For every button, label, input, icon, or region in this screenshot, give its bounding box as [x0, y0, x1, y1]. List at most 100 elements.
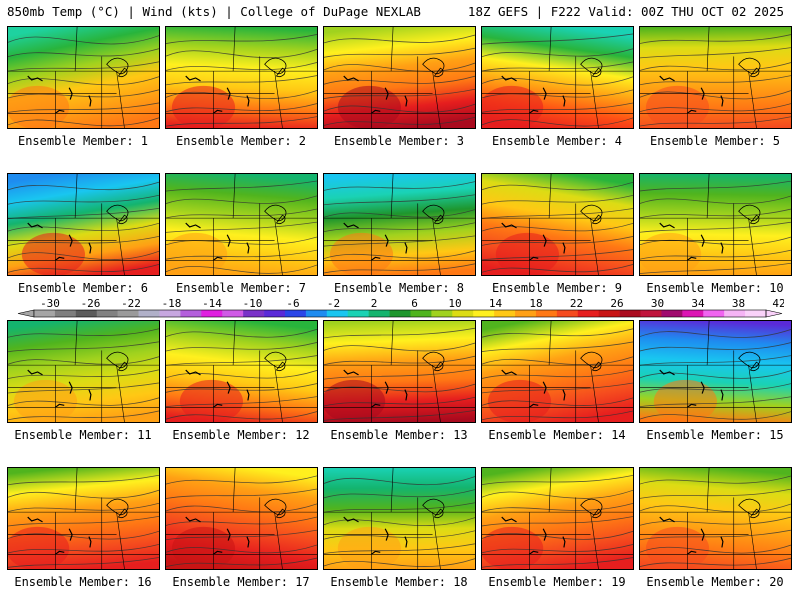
wind-streamline	[482, 410, 633, 421]
wind-streamline	[482, 194, 633, 205]
state-border	[116, 365, 125, 422]
wind-streamline	[640, 75, 791, 86]
colorbar-swatch	[494, 310, 516, 317]
member-number: 18	[453, 575, 468, 589]
temperature-map	[324, 27, 475, 128]
warm-core	[179, 379, 243, 422]
wind-streamline	[324, 250, 475, 260]
wind-streamline	[482, 474, 633, 486]
wind-streamline	[166, 33, 317, 45]
great-lakes-outline	[738, 498, 761, 519]
state-border	[274, 71, 283, 128]
state-border	[748, 71, 757, 128]
state-border	[274, 365, 283, 422]
wind-streamline	[324, 235, 475, 247]
state-border	[274, 218, 283, 275]
ensemble-member-map-15	[639, 320, 792, 423]
warm-core	[653, 379, 717, 422]
colorbar-swatch	[347, 310, 369, 317]
model-valid-time: 18Z GEFS | F222 Valid: 00Z THU OCT 02 20…	[467, 4, 784, 19]
ensemble-member-map-13	[323, 320, 476, 423]
wind-streamline	[324, 194, 475, 206]
state-border	[590, 365, 599, 422]
wind-streamline	[640, 411, 791, 420]
warm-core	[645, 85, 710, 128]
member-label-prefix: Ensemble Member:	[333, 281, 450, 295]
ensemble-member-label: Ensemble Member: 13	[320, 428, 478, 442]
colorbar-swatch	[368, 310, 390, 317]
wind-streamline	[324, 517, 475, 527]
wind-streamline	[166, 195, 317, 205]
colorbar-tick-label: 6	[411, 298, 418, 310]
wind-streamline	[640, 34, 791, 44]
great-lakes-outline	[580, 204, 603, 225]
wind-streamline	[640, 488, 791, 499]
river-outline	[501, 516, 566, 555]
wind-streamline	[166, 249, 317, 260]
colorbar-tick-label: 38	[732, 298, 745, 310]
wind-streamline	[482, 222, 633, 232]
state-border	[116, 71, 125, 128]
wind-streamline	[8, 76, 159, 86]
ensemble-member-label: Ensemble Member: 2	[162, 134, 320, 148]
wind-streamline	[640, 236, 791, 246]
wind-streamline	[482, 48, 633, 58]
state-border	[748, 512, 757, 569]
wind-streamline	[8, 341, 159, 353]
state-border	[232, 468, 236, 513]
wind-streamline	[324, 396, 475, 407]
state-border	[74, 468, 78, 513]
ensemble-member-map-18	[323, 467, 476, 570]
colorbar-swatch	[389, 310, 411, 317]
colorbar-swatch	[535, 310, 558, 317]
member-number: 9	[614, 281, 623, 295]
wind-streamline	[482, 397, 633, 406]
great-lakes-outline	[422, 57, 445, 78]
warm-core	[8, 85, 70, 128]
great-lakes-outline	[422, 498, 445, 519]
wind-streamline	[324, 543, 475, 554]
wind-streamline	[166, 180, 317, 192]
member-label-prefix: Ensemble Member:	[17, 281, 134, 295]
wind-streamline	[482, 263, 633, 273]
wind-streamline	[166, 475, 317, 485]
wind-streamline	[8, 222, 159, 232]
state-border	[590, 71, 599, 128]
temperature-map	[482, 174, 633, 275]
wind-streamline	[8, 194, 159, 205]
colorbar-swatch	[284, 310, 307, 317]
wind-streamline	[8, 369, 159, 380]
river-outline	[659, 516, 724, 555]
wind-streamline	[482, 530, 633, 540]
colorbar-tick-label: -22	[121, 298, 141, 310]
member-number: 4	[614, 134, 623, 148]
colorbar-swatch	[473, 310, 495, 317]
great-lakes-outline	[264, 57, 287, 78]
river-outline	[659, 369, 724, 408]
ensemble-member-label: Ensemble Member: 11	[4, 428, 162, 442]
colorbar-swatch	[515, 310, 537, 317]
ensemble-member-map-6	[7, 173, 160, 276]
river-outline	[501, 369, 566, 408]
wind-streamline	[8, 48, 159, 58]
colorbar-swatch	[264, 310, 286, 317]
temperature-map	[324, 174, 475, 275]
wind-streamline	[8, 235, 159, 246]
temperature-map	[324, 468, 475, 569]
wind-streamline	[8, 89, 159, 99]
wind-streamline	[640, 342, 791, 352]
wind-streamline	[482, 235, 633, 246]
wind-streamline	[324, 383, 475, 393]
state-border	[548, 468, 552, 513]
great-lakes-outline	[264, 351, 287, 372]
temperature-map	[166, 174, 317, 275]
member-label-prefix: Ensemble Member:	[491, 281, 608, 295]
wind-streamline	[8, 328, 159, 338]
river-outline	[27, 516, 92, 555]
wind-streamline	[8, 474, 159, 486]
colorbar-min-arrow	[17, 309, 35, 318]
temperature-map	[640, 468, 791, 569]
wind-streamline	[324, 409, 475, 421]
temperature-colorbar: -30 -26 -22 -18 -14 -10 -6 -2 2 6 10 14 18 22 26 30 34 38…	[16, 298, 784, 320]
member-label-prefix: Ensemble Member:	[14, 575, 130, 589]
